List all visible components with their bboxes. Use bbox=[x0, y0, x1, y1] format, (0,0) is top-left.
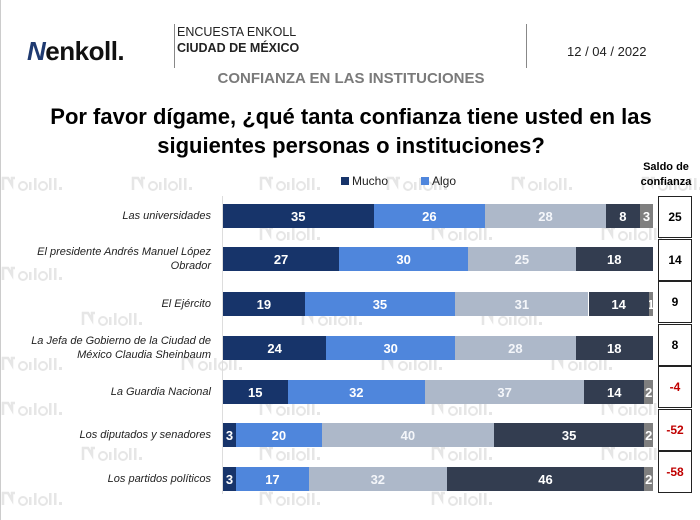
section-title: CONFIANZA EN LAS INSTITUCIONES bbox=[217, 70, 485, 87]
enkoll-logo: Nenkoll. bbox=[27, 36, 125, 66]
legend-swatch bbox=[341, 177, 349, 185]
bar-segment: 32 bbox=[309, 467, 447, 491]
bar-segment: 46 bbox=[446, 467, 645, 491]
watermark-logo bbox=[259, 176, 320, 191]
category-label: Los diputados y senadores bbox=[79, 429, 211, 441]
survey-name: ENCUESTA ENKOLL bbox=[177, 25, 297, 39]
saldo-value: 25 bbox=[658, 196, 692, 238]
legend-algo: Algo bbox=[421, 174, 456, 188]
watermark-logo bbox=[259, 446, 320, 461]
bar-segment: 40 bbox=[321, 423, 494, 447]
bar-segment: 28 bbox=[485, 204, 606, 228]
category-label: La Guardia Nacional bbox=[110, 386, 211, 398]
divider bbox=[174, 24, 175, 68]
chart-title: Por favor dígame, ¿qué tanta confianza t… bbox=[50, 104, 652, 158]
category-label: El presidente Andrés Manuel López Obrado… bbox=[37, 246, 211, 272]
survey-date: 12 / 04 / 2022 bbox=[567, 44, 647, 59]
bar-segment: 28 bbox=[455, 336, 576, 360]
saldo-title: Saldo de confianza bbox=[640, 161, 692, 188]
watermark-logo bbox=[431, 446, 492, 461]
saldo-value: -52 bbox=[658, 408, 692, 451]
divider bbox=[526, 24, 527, 68]
category-label: Las universidades bbox=[122, 210, 211, 222]
watermark-logo bbox=[641, 176, 700, 191]
watermark-logo bbox=[81, 311, 142, 326]
category-label: La Jefa de Gobierno de la Ciudad de Méxi… bbox=[31, 335, 211, 361]
bar-segment: 35 bbox=[493, 423, 645, 447]
category-label: El Ejército bbox=[161, 298, 211, 310]
legend-swatch bbox=[421, 177, 429, 185]
bar-segment: 24 bbox=[223, 336, 327, 360]
bar-segment: 20 bbox=[235, 423, 322, 447]
bar-segment: 8 bbox=[605, 204, 641, 228]
bar-segment: 3 bbox=[640, 204, 653, 228]
watermark-logo bbox=[1, 176, 62, 191]
saldo-value: 8 bbox=[658, 323, 692, 366]
watermark-logo bbox=[81, 446, 142, 461]
watermark-logo bbox=[431, 491, 492, 506]
saldo-value: -4 bbox=[658, 366, 692, 408]
watermark-logo bbox=[511, 176, 572, 191]
bar-segment: 31 bbox=[455, 292, 589, 316]
watermark-logo bbox=[1, 356, 62, 371]
saldo-value: -58 bbox=[658, 451, 692, 493]
legend-mucho: Mucho bbox=[341, 174, 388, 188]
survey-city: CIUDAD DE MÉXICO bbox=[177, 41, 300, 55]
watermark-logo bbox=[1, 401, 62, 416]
bar-segment: 1 bbox=[648, 292, 653, 316]
watermark-logo bbox=[131, 176, 192, 191]
bar-segment: 14 bbox=[588, 292, 649, 316]
watermark-logo bbox=[431, 226, 492, 241]
bar-segment: 3 bbox=[223, 467, 236, 491]
watermark-logo bbox=[1, 491, 62, 506]
bar-segment: 32 bbox=[287, 380, 426, 404]
survey-info: ENCUESTA ENKOLL CIUDAD DE MÉXICO bbox=[177, 24, 299, 56]
watermark-logo bbox=[601, 446, 662, 461]
bar-segment: 2 bbox=[644, 380, 653, 404]
bar-segment: 17 bbox=[235, 467, 309, 491]
bar-segment: 18 bbox=[575, 336, 653, 360]
bar-segment: 2 bbox=[644, 467, 653, 491]
watermark-logo bbox=[181, 356, 242, 371]
bar-segment: 26 bbox=[373, 204, 486, 228]
y-axis bbox=[222, 196, 223, 494]
bar-segment: 3 bbox=[223, 423, 236, 447]
bar-segment: 35 bbox=[223, 204, 374, 228]
bar-segment: 2 bbox=[644, 423, 653, 447]
category-label: Los partidos políticos bbox=[107, 473, 211, 485]
bar-segment: 25 bbox=[468, 247, 576, 271]
bar-segment: 14 bbox=[584, 380, 645, 404]
saldo-value: 9 bbox=[658, 281, 692, 323]
bar-segment: 30 bbox=[339, 247, 469, 271]
watermark-logo bbox=[259, 491, 320, 506]
bar-segment: 35 bbox=[304, 292, 456, 316]
bar-segment: 19 bbox=[223, 292, 305, 316]
watermark-logo bbox=[601, 226, 662, 241]
saldo-value: 14 bbox=[658, 238, 692, 281]
watermark-logo bbox=[1, 266, 62, 281]
bar-segment: 27 bbox=[223, 247, 340, 271]
bar-segment: 18 bbox=[575, 247, 653, 271]
bar-segment: 15 bbox=[223, 380, 288, 404]
bar-segment: 30 bbox=[326, 336, 456, 360]
watermark-logo bbox=[259, 226, 320, 241]
watermark-logo bbox=[386, 176, 447, 191]
bar-segment: 37 bbox=[425, 380, 585, 404]
